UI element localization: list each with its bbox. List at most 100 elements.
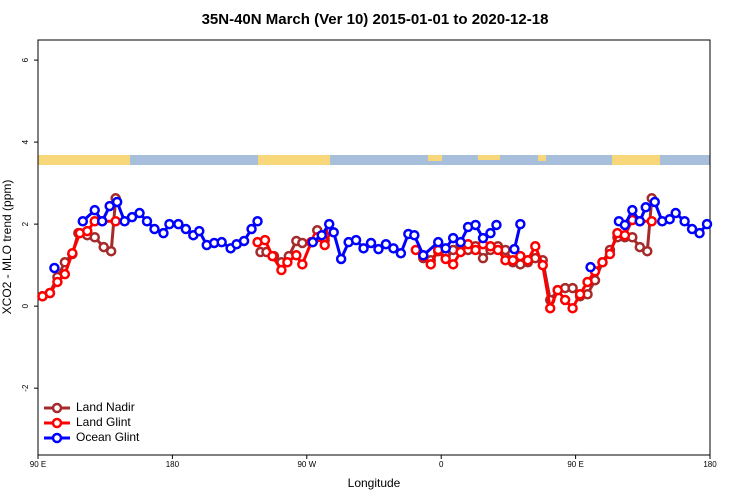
data-point <box>158 227 169 239</box>
legend-marker <box>51 402 63 414</box>
x-tick-label: 90 E <box>567 460 583 469</box>
data-point <box>432 236 444 248</box>
data-point <box>567 302 578 314</box>
data-point <box>259 234 271 246</box>
x-tick-label: 0 <box>439 460 444 469</box>
data-point <box>619 219 631 231</box>
data-point <box>507 254 519 266</box>
y-tick-label: 4 <box>21 139 30 144</box>
legend-marker <box>51 432 63 444</box>
data-point <box>180 223 192 235</box>
data-point <box>582 276 593 288</box>
data-point <box>246 223 257 235</box>
data-point <box>646 216 658 227</box>
strip-land <box>38 155 130 165</box>
data-point <box>485 227 496 239</box>
data-point <box>634 216 646 227</box>
data-point <box>395 247 407 259</box>
data-point <box>238 235 250 247</box>
data-point <box>82 225 93 237</box>
data-point <box>447 259 459 270</box>
data-point <box>544 302 556 314</box>
data-point <box>440 253 451 265</box>
data-point <box>297 237 308 249</box>
data-point <box>664 213 675 225</box>
data-point <box>470 219 481 231</box>
data-point <box>694 227 705 239</box>
data-point <box>59 268 71 280</box>
data-point <box>126 211 138 223</box>
data-point <box>380 238 392 250</box>
data-point <box>537 259 548 271</box>
data-point <box>194 225 205 237</box>
data-point <box>552 284 563 296</box>
data-point <box>104 200 115 212</box>
data-point <box>328 227 339 238</box>
y-axis-title: XCO2 - MLO trend (ppm) <box>0 180 14 315</box>
data-point <box>701 218 713 230</box>
data-point <box>335 253 347 265</box>
data-point <box>640 202 652 213</box>
strip-land <box>538 155 546 161</box>
data-point <box>574 288 586 300</box>
y-tick-label: 6 <box>21 57 30 62</box>
x-tick-label: 180 <box>703 460 717 469</box>
data-point <box>491 219 502 231</box>
data-point <box>492 244 504 256</box>
data-point <box>388 243 399 254</box>
data-point <box>52 276 63 288</box>
data-point <box>440 243 451 254</box>
x-tick-label: 180 <box>166 460 180 469</box>
data-point <box>307 236 319 248</box>
data-point <box>110 216 121 227</box>
data-point <box>530 241 541 252</box>
data-point <box>358 243 369 254</box>
data-point <box>323 218 335 230</box>
data-point <box>447 232 459 244</box>
data-point <box>477 252 489 264</box>
data-point <box>515 218 526 230</box>
data-point <box>470 244 481 256</box>
data-point <box>350 234 362 246</box>
strip-ocean <box>38 155 710 165</box>
data-point <box>252 216 263 227</box>
data-point <box>316 229 327 241</box>
y-tick-label: 2 <box>21 221 30 226</box>
data-point <box>597 257 608 268</box>
data-point <box>509 243 520 255</box>
data-point <box>105 245 117 257</box>
data-point <box>67 247 78 259</box>
data-point <box>670 207 681 219</box>
data-point <box>149 223 160 235</box>
series <box>49 196 713 274</box>
strip-land <box>478 155 500 160</box>
x-tick-label: 90 W <box>297 460 316 469</box>
data-point <box>141 216 153 227</box>
x-axis-title: Longitude <box>348 476 401 490</box>
data-point <box>373 243 384 255</box>
data-point <box>89 204 100 216</box>
data-point <box>216 236 227 248</box>
data-point <box>111 196 123 208</box>
x-tick-label: 90 E <box>30 460 46 469</box>
data-point <box>642 245 653 257</box>
data-point <box>134 207 145 219</box>
data-point <box>515 250 526 262</box>
data-point <box>522 254 534 266</box>
y-tick-label: -2 <box>21 384 30 392</box>
y-tick-label: 0 <box>21 303 30 308</box>
data-point <box>686 223 698 235</box>
strip-land <box>428 155 442 161</box>
legend-label: Land Nadir <box>76 400 135 414</box>
data-point <box>291 250 302 261</box>
data-point <box>634 241 646 253</box>
data-point <box>297 259 308 270</box>
data-point <box>365 237 377 249</box>
surface-strip <box>38 155 710 165</box>
legend-marker <box>51 417 63 429</box>
legend-label: Ocean Glint <box>76 430 140 444</box>
strip-land <box>612 155 660 165</box>
